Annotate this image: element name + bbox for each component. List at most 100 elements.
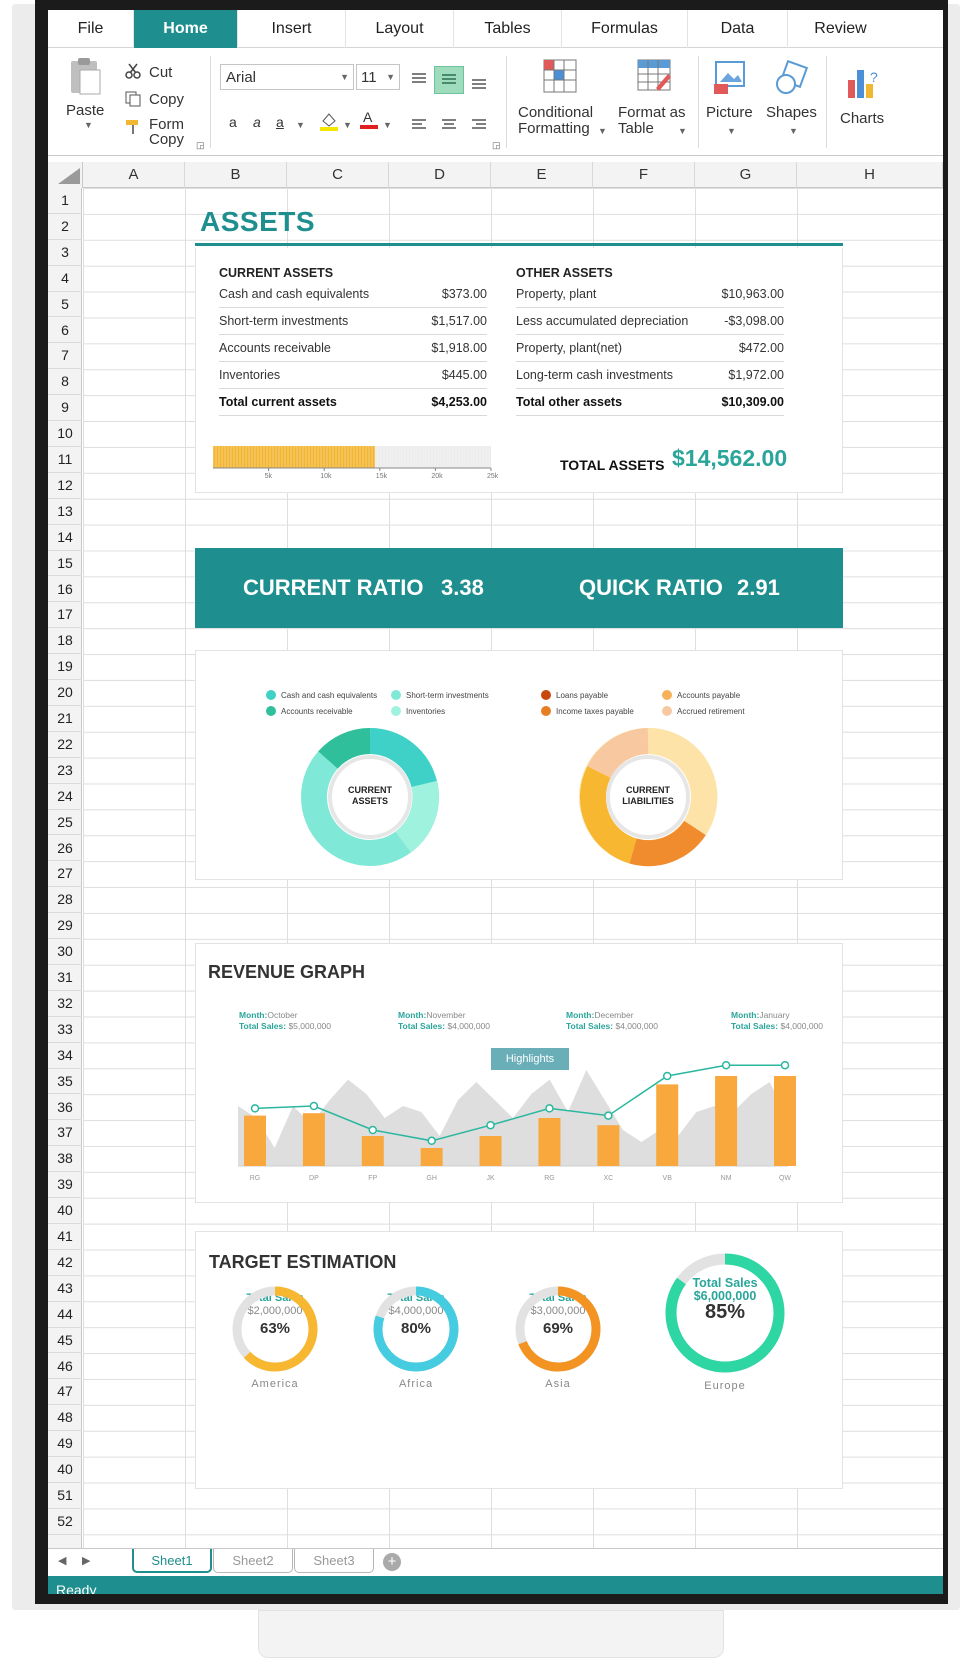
row-header[interactable]: 16	[48, 577, 82, 603]
row-header[interactable]: 13	[48, 499, 82, 525]
row-header[interactable]: 38	[48, 1146, 82, 1173]
format-as-table-button[interactable]: Format as Table ▼	[614, 52, 694, 152]
align-right-icon[interactable]	[471, 118, 487, 132]
row-header[interactable]: 21	[48, 706, 82, 732]
conditional-formatting-button[interactable]: Conditional Formatting ▼	[512, 52, 607, 152]
paste-dropdown-icon[interactable]: ▼	[84, 120, 93, 130]
row-header[interactable]: 3	[48, 240, 82, 266]
row-header[interactable]: 46	[48, 1354, 82, 1380]
next-sheet-icon[interactable]: ▶	[82, 1555, 91, 1567]
row-header[interactable]: 30	[48, 939, 82, 965]
row-header[interactable]: 44	[48, 1302, 82, 1328]
clipboard-expand-icon[interactable]: ◲	[196, 140, 205, 150]
row-header[interactable]: 5	[48, 292, 82, 318]
row-header[interactable]: 41	[48, 1224, 82, 1250]
row-header[interactable]: 19	[48, 654, 82, 681]
align-center-icon[interactable]	[441, 118, 457, 132]
row-header[interactable]: 52	[48, 1509, 82, 1535]
row-header[interactable]: 48	[48, 1405, 82, 1432]
tab-formulas[interactable]: Formulas	[562, 10, 688, 48]
italic-a-icon[interactable]: a	[253, 114, 261, 130]
row-header[interactable]: 33	[48, 1017, 82, 1043]
row-header[interactable]: 39	[48, 1172, 82, 1199]
column-header-e[interactable]: E	[491, 162, 593, 188]
row-header[interactable]: 10	[48, 421, 82, 447]
row-header[interactable]: 2	[48, 214, 82, 240]
row-header[interactable]: 28	[48, 887, 82, 914]
fill-color-dropdown-icon[interactable]: ▼	[343, 120, 352, 130]
row-header[interactable]: 40	[48, 1457, 82, 1483]
row-header[interactable]: 35	[48, 1069, 82, 1095]
column-header-c[interactable]: C	[287, 162, 389, 188]
column-header-h[interactable]: H	[797, 162, 943, 188]
row-header[interactable]: 31	[48, 965, 82, 991]
column-header-g[interactable]: G	[695, 162, 797, 188]
row-header[interactable]: 47	[48, 1379, 82, 1406]
tab-review[interactable]: Review	[814, 20, 867, 37]
align-left-icon[interactable]	[411, 118, 427, 132]
row-header[interactable]: 51	[48, 1483, 82, 1509]
row-header[interactable]: 18	[48, 628, 82, 655]
fill-color-icon[interactable]	[318, 110, 340, 132]
font-color-icon[interactable]: A	[358, 108, 380, 130]
row-header[interactable]: 20	[48, 680, 82, 706]
align-bottom-icon[interactable]	[471, 78, 487, 92]
format-copy-button-line2[interactable]: Copy	[149, 131, 185, 148]
paste-button[interactable]: Paste ▼	[58, 54, 114, 130]
row-header[interactable]: 45	[48, 1328, 82, 1354]
row-header[interactable]: 4	[48, 266, 82, 292]
font-color-dropdown-icon[interactable]: ▼	[383, 120, 392, 130]
row-header[interactable]: 7	[48, 343, 82, 370]
row-header[interactable]: 43	[48, 1276, 82, 1302]
column-header-b[interactable]: B	[185, 162, 287, 188]
row-header[interactable]: 12	[48, 473, 82, 499]
tab-layout[interactable]: Layout	[346, 10, 454, 48]
tab-tables[interactable]: Tables	[454, 10, 562, 48]
sheet-tab-3[interactable]: Sheet3	[294, 1549, 374, 1573]
row-header[interactable]: 1	[48, 188, 82, 214]
row-header[interactable]: 15	[48, 551, 82, 577]
copy-button[interactable]: Copy	[149, 91, 185, 108]
row-header[interactable]: 26	[48, 836, 82, 862]
column-header-d[interactable]: D	[389, 162, 491, 188]
row-header[interactable]: 8	[48, 369, 82, 396]
row-header[interactable]: 22	[48, 732, 82, 758]
row-header[interactable]: 24	[48, 784, 82, 810]
sheet-tab-2[interactable]: Sheet2	[213, 1549, 293, 1573]
row-header[interactable]: 36	[48, 1095, 82, 1121]
row-header[interactable]: 23	[48, 758, 82, 784]
tab-data[interactable]: Data	[688, 10, 788, 48]
tab-file[interactable]: File	[48, 10, 134, 48]
sheet-tab-1[interactable]: Sheet1	[132, 1549, 212, 1573]
font-expand-icon[interactable]: ◲	[492, 140, 501, 150]
column-header-a[interactable]: A	[83, 162, 185, 188]
select-all-corner[interactable]	[48, 162, 83, 188]
align-middle-button[interactable]	[434, 66, 464, 94]
align-top-icon[interactable]	[411, 72, 427, 86]
row-header[interactable]: 9	[48, 395, 82, 422]
tab-home[interactable]: Home	[134, 10, 238, 48]
underline-a-icon[interactable]: a	[276, 114, 284, 130]
bold-a-icon[interactable]: a	[229, 114, 237, 130]
row-header[interactable]: 34	[48, 1043, 82, 1069]
font-size-select[interactable]: 11 ▼	[356, 64, 400, 90]
add-sheet-icon[interactable]: +	[383, 1553, 401, 1571]
prev-sheet-icon[interactable]: ◀	[58, 1555, 67, 1567]
row-header[interactable]: 42	[48, 1250, 82, 1276]
column-header-f[interactable]: F	[593, 162, 695, 188]
cut-button[interactable]: Cut	[149, 64, 173, 81]
row-header[interactable]: 37	[48, 1120, 82, 1147]
row-header[interactable]: 11	[48, 447, 82, 473]
row-header[interactable]: 32	[48, 991, 82, 1017]
tab-insert[interactable]: Insert	[238, 10, 346, 48]
charts-button[interactable]: ? Charts	[832, 52, 892, 152]
row-header[interactable]: 40	[48, 1198, 82, 1224]
row-header[interactable]: 14	[48, 525, 82, 551]
shapes-button[interactable]: Shapes ▼	[764, 52, 822, 152]
font-family-select[interactable]: Arial ▼	[220, 64, 354, 90]
row-header[interactable]: 6	[48, 318, 82, 344]
row-header[interactable]: 25	[48, 810, 82, 836]
row-header[interactable]: 29	[48, 913, 82, 940]
row-header[interactable]: 17	[48, 602, 82, 629]
underline-dropdown-icon[interactable]: ▼	[296, 120, 305, 130]
